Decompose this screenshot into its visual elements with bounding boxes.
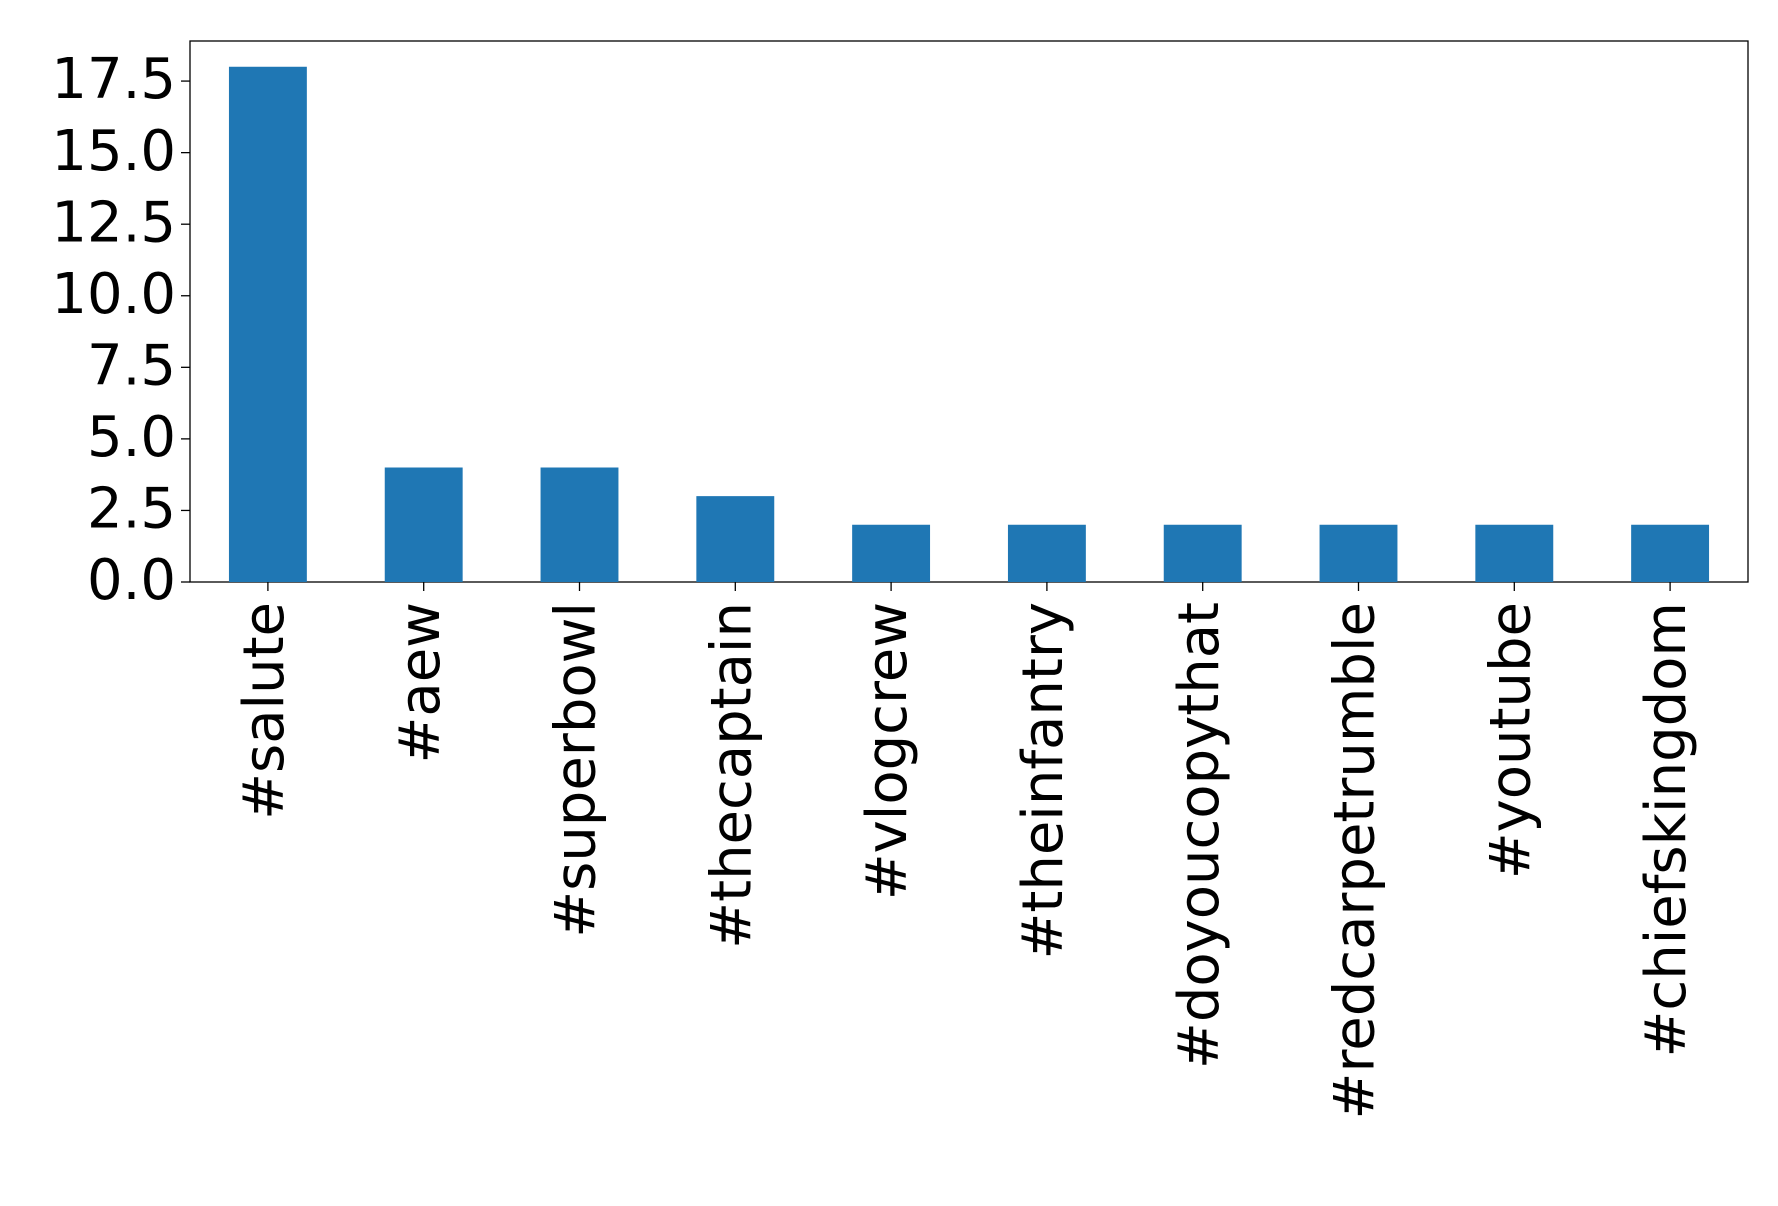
- bar: [1319, 524, 1398, 582]
- bar: [384, 467, 463, 582]
- x-tick-label: #vlogcrew: [855, 602, 920, 900]
- x-tick-label: #youtube: [1478, 602, 1543, 879]
- x-tick-label: #theinfantry: [1011, 602, 1076, 960]
- y-tick-label: 17.5: [51, 47, 176, 112]
- x-tick-label: #superbowl: [544, 602, 609, 938]
- bar: [1475, 524, 1554, 582]
- bar: [696, 496, 775, 582]
- y-tick-label: 0.0: [87, 548, 176, 613]
- y-tick-label: 10.0: [51, 262, 176, 327]
- x-tick-label: #doyoucopythat: [1167, 602, 1232, 1069]
- y-tick-label: 15.0: [51, 119, 176, 184]
- x-tick-label: #aew: [388, 602, 453, 764]
- y-tick-label: 7.5: [87, 333, 176, 398]
- y-tick-label: 12.5: [51, 190, 176, 255]
- x-tick-label: #salute: [232, 602, 297, 820]
- plot-frame: [189, 40, 1749, 583]
- bar: [1631, 524, 1710, 582]
- x-tick-label: #thecaptain: [699, 602, 764, 949]
- y-tick-label: 5.0: [87, 405, 176, 470]
- bar: [1007, 524, 1086, 582]
- bar: [540, 467, 619, 582]
- bar: [228, 66, 307, 582]
- bar: [852, 524, 931, 582]
- x-tick-label: #redcarpetrumble: [1323, 602, 1388, 1119]
- bar: [1163, 524, 1242, 582]
- x-tick-label: #chiefskingdom: [1634, 602, 1699, 1058]
- y-tick-label: 2.5: [87, 477, 176, 542]
